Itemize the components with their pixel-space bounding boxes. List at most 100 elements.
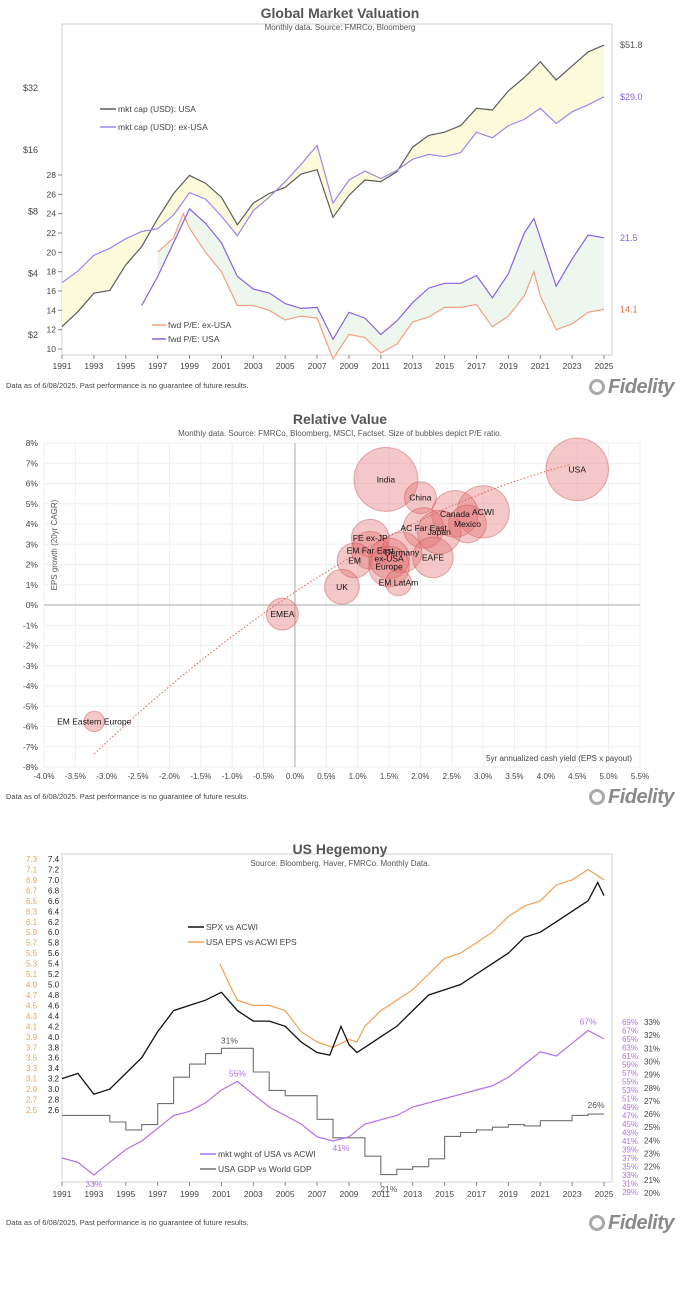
fidelity-swirl-icon — [588, 379, 605, 395]
x-tick-label: 5.0% — [600, 772, 618, 781]
y-left-orange-tick-label: 4.5 — [26, 1001, 38, 1010]
y-tick-label: -3% — [23, 661, 39, 671]
x-tick-label: 2003 — [244, 1189, 263, 1199]
bubble-label: FE ex-JP — [353, 533, 388, 543]
x-tick-label: 2017 — [467, 361, 486, 371]
bubble-label: EM — [348, 555, 361, 565]
y-tick-label: 6% — [26, 479, 39, 489]
bubble-japan — [416, 509, 462, 555]
y-right-gray-tick-label: 26% — [644, 1110, 660, 1119]
legend-label: USA EPS vs ACWI EPS — [206, 937, 297, 947]
x-tick-label: -3.5% — [65, 772, 86, 781]
y-left-orange-tick-label: 5.3 — [26, 960, 38, 969]
y-right-gray-tick-label: 31% — [644, 1044, 660, 1053]
end-label: $29.0 — [620, 92, 643, 102]
y-left-black-tick-label: 6.6 — [48, 897, 60, 906]
y-right-gray-tick-label: 24% — [644, 1136, 660, 1145]
x-tick-label: 2001 — [212, 1189, 231, 1199]
x-tick-label: -0.5% — [253, 772, 274, 781]
annotation: 33% — [85, 1179, 102, 1189]
y-left-black-tick-label: 3.4 — [48, 1064, 60, 1073]
fidelity-logo: Fidelity — [588, 1212, 675, 1235]
bubble-label: Germany — [384, 547, 420, 557]
us-hegemony-chart: US Hegemony Source: Bloomberg, Haver, FMR… — [26, 841, 660, 1199]
bubble-label: EMEA — [270, 609, 294, 619]
y-tick-label: -4% — [23, 681, 39, 691]
y-left-orange-tick-label: 4.1 — [26, 1022, 38, 1031]
brand-name: Fidelity — [607, 1212, 675, 1234]
x-tick-label: 2025 — [595, 361, 614, 371]
series-line-spx — [61, 881, 605, 1096]
bubble-europe — [368, 545, 410, 588]
annotation: 55% — [229, 1069, 246, 1079]
y-tick-label: 2% — [26, 560, 39, 570]
y-lower-tick-label: 28 — [47, 170, 57, 180]
y-right-purple-tick-label: 45% — [622, 1120, 638, 1129]
y-right-purple-tick-label: 43% — [622, 1129, 638, 1138]
x-tick-label: 1993 — [84, 1189, 103, 1199]
x-tick-label: 2013 — [403, 1189, 422, 1199]
y-left-black-tick-label: 3.8 — [48, 1043, 60, 1052]
x-tick-label: 2015 — [435, 1189, 454, 1199]
bubble-acwi — [456, 485, 510, 539]
y-left-black-tick-label: 3.2 — [48, 1075, 60, 1084]
y-left-black-tick-label: 4.2 — [48, 1022, 60, 1031]
x-tick-label: 3.5% — [505, 772, 523, 781]
legend-label: mkt cap (USD): ex-USA — [118, 122, 208, 132]
y-right-purple-tick-label: 31% — [622, 1180, 638, 1189]
bubble-label: AC Far East — [400, 523, 447, 533]
us-hegemony-panel: US Hegemony Source: Bloomberg, Haver, FMR… — [0, 832, 680, 1242]
y-upper-tick-label: $16 — [23, 145, 38, 155]
annotation: 21% — [380, 1184, 397, 1194]
y-tick-label: -1% — [23, 620, 39, 630]
bubble-em — [336, 542, 373, 579]
footer-note: Data as of 6/08/2025. Past performance i… — [6, 792, 249, 801]
global-market-valuation-chart: Global Market Valuation Monthly data. Sou… — [23, 5, 643, 371]
y-right-purple-tick-label: 51% — [622, 1095, 638, 1104]
bubble-usa — [545, 437, 609, 501]
y-tick-label: 3% — [26, 539, 39, 549]
y-left-black-tick-label: 4.0 — [48, 1033, 60, 1042]
bubble-fe-ex-jp — [350, 518, 390, 558]
y-left-orange-tick-label: 3.9 — [26, 1033, 38, 1042]
y-left-black-tick-label: 5.6 — [48, 949, 60, 958]
y-right-gray-tick-label: 20% — [644, 1189, 660, 1198]
bubble-label: ex-USA — [374, 553, 404, 563]
x-tick-label: 2013 — [403, 361, 422, 371]
y-left-orange-tick-label: 6.3 — [26, 907, 38, 916]
x-tick-label: -3.0% — [96, 772, 117, 781]
series-line-1 — [61, 96, 605, 284]
y-left-orange-tick-label: 6.7 — [26, 886, 38, 895]
bubble-em-eastern-europe — [83, 710, 105, 733]
y-right-gray-tick-label: 29% — [644, 1071, 660, 1080]
relative-value-chart: Relative Value Monthly data. Source: FMRC… — [23, 411, 649, 781]
fidelity-logo: Fidelity — [588, 786, 675, 809]
y-right-purple-tick-label: 37% — [622, 1154, 638, 1163]
y-left-orange-tick-label: 6.1 — [26, 918, 38, 927]
brand-name: Fidelity — [607, 376, 675, 398]
y-left-black-tick-label: 5.2 — [48, 970, 60, 979]
x-tick-label: 2023 — [563, 1189, 582, 1199]
y-left-orange-tick-label: 7.1 — [26, 865, 38, 874]
trendline — [93, 463, 572, 755]
y-left-orange-tick-label: 4.9 — [26, 981, 38, 990]
y-tick-label: 7% — [26, 458, 39, 468]
y-left-black-tick-label: 7.2 — [48, 865, 60, 874]
x-tick-label: 2023 — [563, 361, 582, 371]
y-right-purple-tick-label: 33% — [622, 1171, 638, 1180]
bubble-emea — [265, 597, 299, 631]
y-lower-tick-label: 12 — [47, 325, 57, 335]
y-upper-tick-label: $32 — [23, 83, 38, 93]
y-right-gray-tick-label: 22% — [644, 1163, 660, 1172]
y-tick-label: 8% — [26, 438, 39, 448]
y-left-orange-tick-label: 3.1 — [26, 1075, 38, 1084]
y-left-black-tick-label: 2.6 — [48, 1106, 60, 1115]
x-tick-label: 2005 — [276, 1189, 295, 1199]
bubble-canada — [431, 490, 479, 538]
y-left-orange-tick-label: 6.5 — [26, 897, 38, 906]
legend-label: SPX vs ACWI — [206, 922, 258, 932]
y-lower-tick-label: 14 — [47, 305, 57, 315]
bubble-label: ACWI — [472, 507, 494, 517]
annotation: 41% — [332, 1143, 349, 1153]
y-lower-tick-label: 10 — [47, 344, 57, 354]
